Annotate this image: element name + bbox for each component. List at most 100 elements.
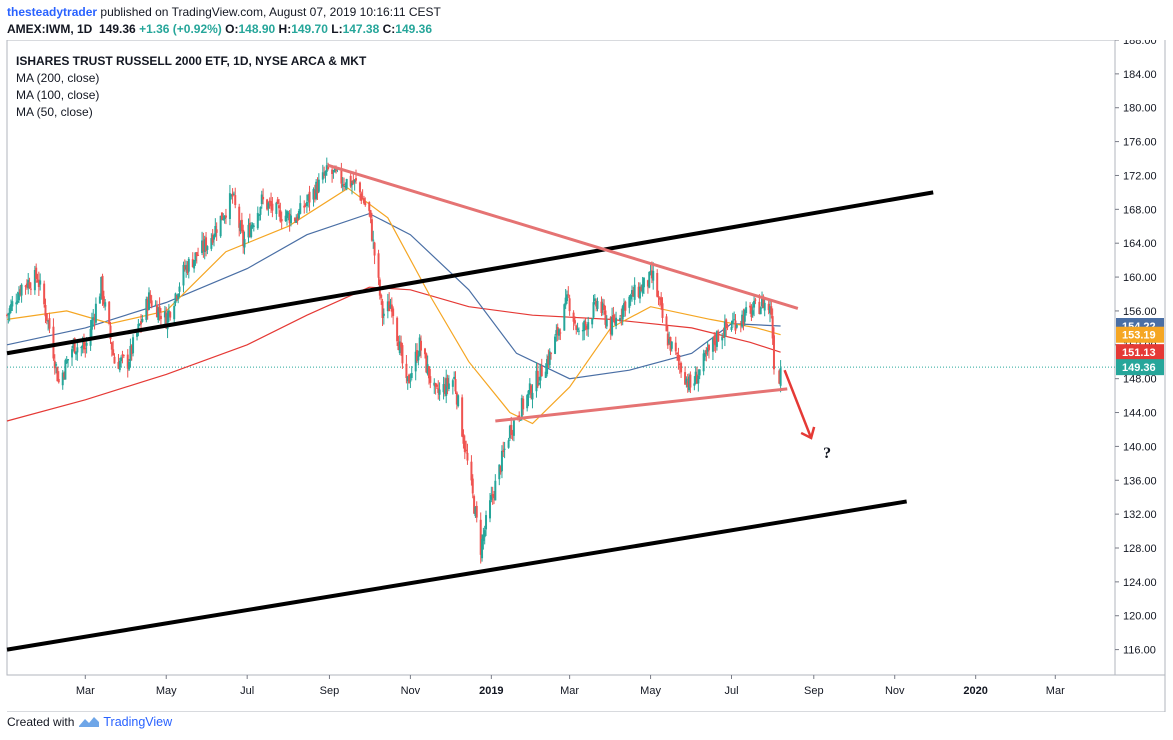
tradingview-brand-link[interactable]: TradingView (103, 715, 173, 729)
candle-body (333, 166, 336, 173)
candle-body (44, 304, 47, 317)
candle-body (725, 319, 728, 329)
candle-body (85, 342, 88, 346)
candle-body (76, 347, 79, 353)
candle-body (361, 198, 364, 200)
author-link[interactable]: thesteadytrader (7, 5, 98, 19)
candle-body (324, 171, 327, 176)
candle-body (118, 361, 121, 371)
candle-body (398, 341, 401, 354)
candle-body (167, 310, 170, 316)
created-with-text: Created with (7, 715, 75, 729)
candle-body (299, 203, 302, 214)
published-text: published on TradingView.com, August 07,… (100, 5, 441, 19)
y-tick-label: 156.00 (1123, 306, 1157, 318)
candle-body (48, 318, 51, 329)
candle-body (279, 210, 282, 222)
candle-body (646, 280, 649, 287)
candle-body (447, 383, 450, 389)
candle-body (223, 215, 226, 220)
candle-body (121, 354, 124, 356)
price-chart[interactable]: 188.00 184.00 180.00 176.00 172.00 168.00 164.… (0, 40, 1173, 712)
candle-body (136, 332, 139, 337)
close-label: C: (382, 22, 396, 36)
y-tick-label: 116.00 (1123, 645, 1156, 657)
candle-body (435, 384, 438, 387)
candle-body (392, 308, 395, 316)
x-tick-label: Mar (76, 685, 95, 697)
candle-body (750, 306, 753, 318)
x-tick-label: Mar (560, 685, 579, 697)
candle-body (352, 179, 355, 184)
candle-body (565, 294, 568, 302)
candle-body (714, 341, 717, 346)
candle-body (490, 495, 493, 500)
x-tick-label: Sep (320, 685, 340, 697)
candle-body (611, 316, 614, 335)
candle-body (507, 440, 510, 448)
candle-body (345, 179, 348, 189)
candle-body (63, 373, 66, 378)
candle-body (680, 362, 683, 373)
candle-body (20, 284, 23, 296)
candle-body (554, 336, 557, 354)
candle-body (522, 398, 525, 410)
candle-body (382, 313, 385, 316)
candle-body (388, 301, 391, 312)
candle-body (463, 440, 466, 452)
candle-body (332, 170, 335, 172)
candle-body (527, 390, 530, 398)
candle-body (556, 327, 559, 335)
candle-body (130, 345, 133, 354)
y-tick-label: 164.00 (1123, 238, 1157, 250)
candle-body (745, 307, 748, 313)
candle-body (668, 338, 671, 344)
legend-ma200[interactable]: MA (200, close) (16, 71, 100, 85)
candle-body (266, 199, 269, 210)
plot-area (6, 40, 1116, 676)
candle-body (297, 210, 300, 219)
candle-body (438, 389, 441, 395)
candle-body (397, 342, 400, 351)
legend-ma100[interactable]: MA (100, close) (16, 88, 100, 102)
candle-body (726, 326, 729, 328)
candle-body (409, 380, 412, 382)
candle-body (642, 277, 645, 288)
y-tick-label: 124.00 (1123, 577, 1157, 589)
candle-body (575, 325, 578, 330)
legend-ma50[interactable]: MA (50, close) (16, 105, 93, 119)
candle-body (39, 280, 42, 285)
candle-body (685, 378, 688, 384)
candle-body (29, 288, 32, 290)
candle-body (110, 342, 113, 350)
candle-body (177, 293, 180, 300)
candle-body (240, 219, 243, 232)
candle-body (650, 270, 653, 279)
candle-body (381, 301, 384, 318)
candle-body (485, 515, 488, 530)
candle-body (285, 211, 288, 219)
candle-body (150, 300, 153, 307)
candle-body (564, 297, 567, 306)
footer: Created with TradingView (7, 715, 172, 729)
candle-body (778, 370, 781, 384)
candle-body (213, 235, 216, 240)
candle-body (377, 253, 380, 278)
candle-body (741, 314, 744, 327)
candle-body (758, 301, 761, 314)
candle-body (423, 348, 426, 355)
candle-body (52, 326, 55, 359)
candle-body (45, 313, 48, 321)
candle-body (697, 375, 700, 384)
candle-body (128, 361, 131, 370)
candle-body (7, 313, 10, 316)
candle-body (113, 356, 116, 364)
candle-body (98, 296, 101, 304)
candle-body (122, 355, 125, 357)
candle-body (157, 307, 160, 321)
candle-body (572, 312, 575, 322)
candle-body (137, 323, 140, 332)
down-arrow-head (800, 426, 816, 440)
candle-body (442, 384, 445, 393)
candle-body (53, 360, 56, 369)
